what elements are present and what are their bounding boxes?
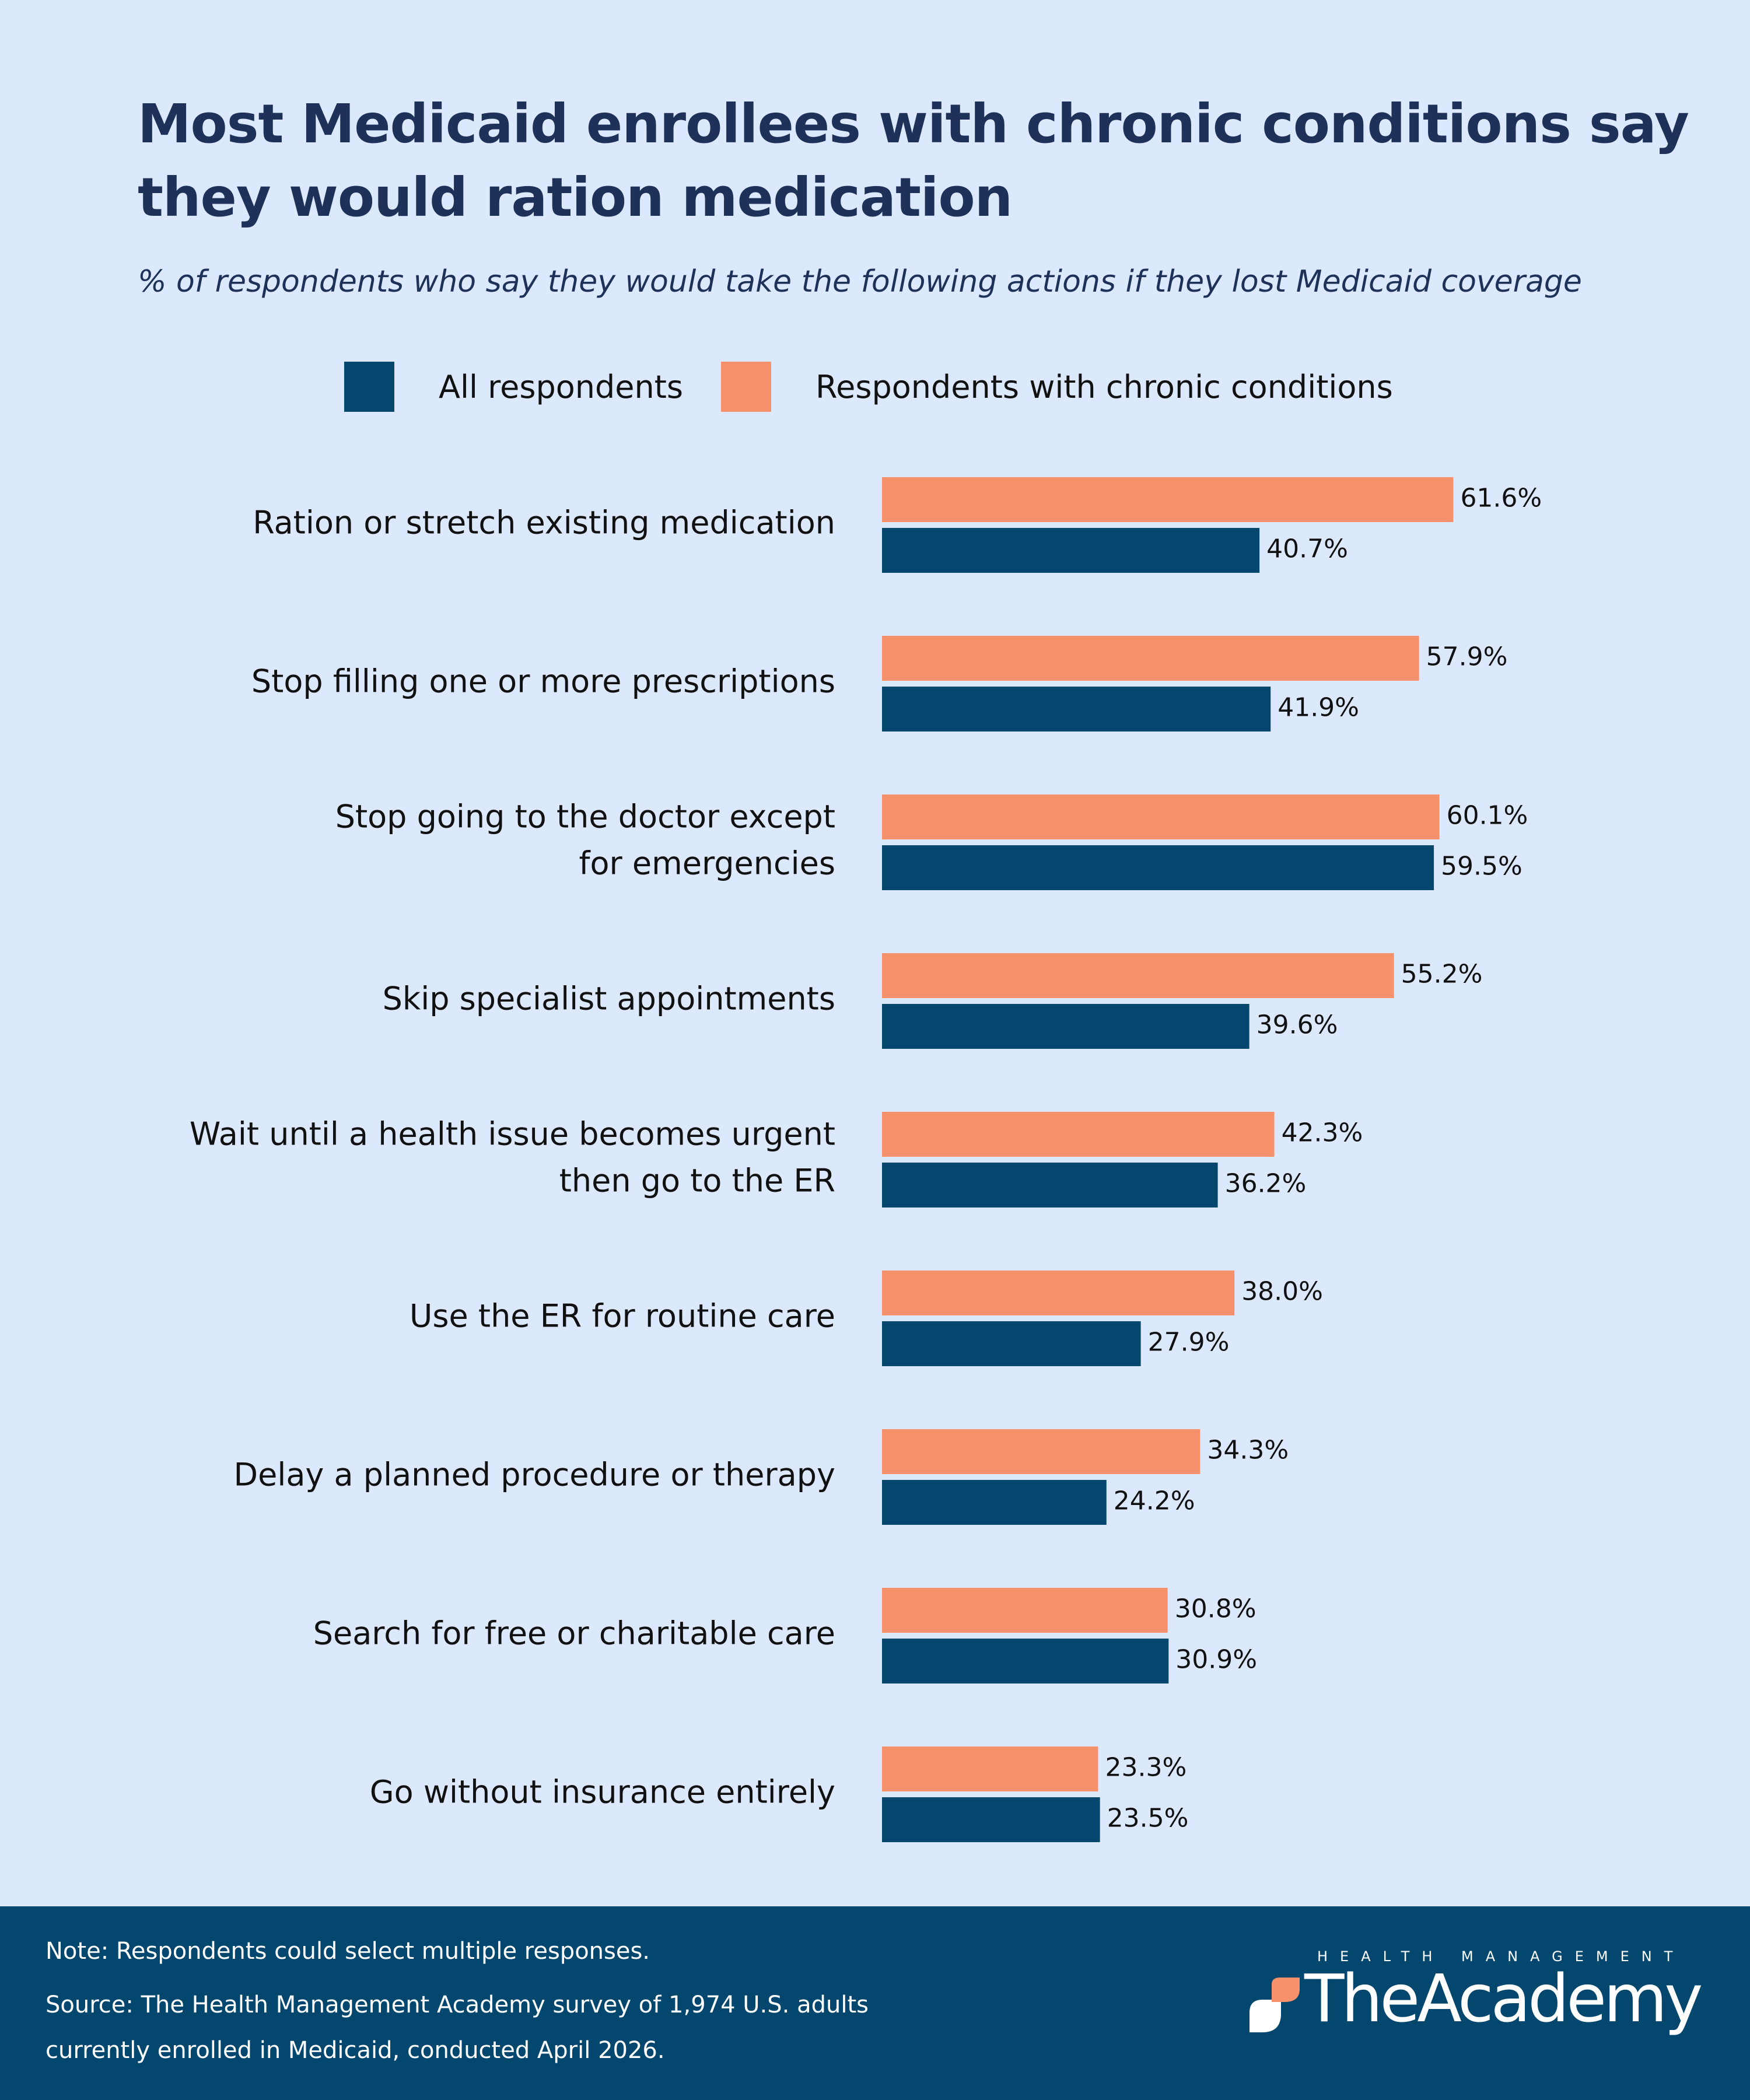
footer: Note: Respondents could select multiple … [0,1906,1750,2100]
value-label: 24.2% [1114,1486,1195,1516]
legend-label-all-respondents: All respondents [439,368,684,405]
bar-chronic-conditions [882,1270,1235,1315]
value-label: 41.9% [1278,693,1359,723]
bar-all-respondents [882,528,1260,573]
category-label: Stop filling one or more prescriptions [251,663,835,700]
value-label: 23.5% [1107,1804,1189,1833]
category-label: Stop going to the doctor except [335,799,835,835]
bar-chronic-conditions [882,1429,1200,1474]
legend-item-all-respondents: All respondents [344,362,683,412]
value-label: 23.3% [1105,1753,1186,1783]
category-label: then go to the ER [559,1163,835,1199]
bar-chronic-conditions [882,1746,1098,1791]
value-label: 55.2% [1401,960,1483,989]
value-label: 34.3% [1207,1436,1289,1465]
category-label: Skip specialist appointments [383,981,835,1017]
value-label: 38.0% [1241,1277,1323,1307]
chart-subtitle: % of respondents who say they would take… [138,264,1582,299]
bar-chronic-conditions [882,636,1419,681]
academy-logo-mark-icon [1250,1978,1300,2032]
value-label: 60.1% [1447,801,1528,831]
category-label: Wait until a health issue becomes urgent [190,1116,835,1153]
value-label: 39.6% [1256,1010,1338,1040]
value-label: 61.6% [1460,484,1542,513]
bar-chart: Ration or stretch existing medication 61.… [190,477,1542,1842]
logo-wordmark: TheAcademy [1304,1961,1703,2037]
value-label: 27.9% [1148,1328,1230,1357]
value-label: 42.3% [1282,1118,1363,1148]
bar-all-respondents [882,1163,1218,1208]
value-label: 30.8% [1175,1594,1256,1624]
academy-logo: HEALTH MANAGEMENT TheAcademy [1248,1948,1703,2065]
bar-all-respondents [882,1480,1107,1525]
value-label: 30.9% [1175,1645,1257,1675]
category-label: for emergencies [579,845,836,882]
bar-all-respondents [882,687,1271,732]
category-label: Ration or stretch existing medication [253,505,835,541]
bar-all-respondents [882,1797,1100,1842]
bar-all-respondents [882,845,1434,890]
value-label: 57.9% [1426,642,1508,672]
logo-tagline: HEALTH MANAGEMENT [1317,1948,1685,1965]
value-label: 40.7% [1266,534,1348,564]
source-note: Source: The Health Management Academy su… [46,1992,869,2064]
legend-swatch-all-respondents [344,362,394,412]
bar-chronic-conditions [882,477,1454,522]
category-label: Delay a planned procedure or therapy [234,1457,835,1493]
bar-all-respondents [882,1004,1250,1049]
value-label: 59.5% [1441,852,1522,881]
chart-title: Most Medicaid enrollees with chronic con… [138,93,1689,229]
legend-item-chronic-conditions: Respondents with chronic conditions [721,362,1393,412]
footnote: Note: Respondents could select multiple … [46,1938,650,1965]
bar-chronic-conditions [882,953,1394,998]
bar-chronic-conditions [882,794,1440,839]
bar-chronic-conditions [882,1112,1275,1157]
bar-all-respondents [882,1639,1169,1684]
category-label: Go without insurance entirely [370,1774,835,1811]
category-label: Use the ER for routine care [410,1298,835,1335]
category-label: Search for free or charitable care [313,1615,835,1652]
bar-all-respondents [882,1321,1141,1366]
legend-label-chronic-conditions: Respondents with chronic conditions [816,368,1393,405]
bar-chronic-conditions [882,1588,1168,1633]
value-label: 36.2% [1225,1169,1307,1199]
legend-swatch-chronic-conditions [721,362,771,412]
